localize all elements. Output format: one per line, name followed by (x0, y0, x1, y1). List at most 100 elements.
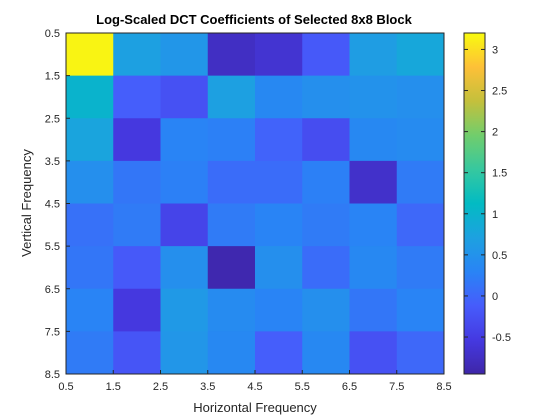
x-axis-title: Horizontal Frequency (193, 400, 317, 415)
heatmap-cell (207, 75, 256, 119)
heatmap-cell (255, 203, 303, 247)
x-tick-label: 1.5 (106, 381, 121, 393)
heatmap-cell (113, 331, 161, 375)
heatmap-cell (396, 75, 445, 119)
heatmap-cell (302, 160, 350, 204)
heatmap-cell (255, 246, 303, 290)
heatmap-cell (396, 33, 445, 77)
heatmap-cell (396, 246, 445, 290)
heatmap-cell (302, 75, 350, 119)
x-tick-label: 5.5 (295, 381, 310, 393)
x-tick-label: 0.5 (58, 381, 73, 393)
heatmap-cell (255, 288, 303, 332)
heatmap-cell (160, 118, 209, 162)
heatmap-cell (66, 203, 114, 247)
y-tick-label: 7.5 (45, 326, 60, 338)
y-tick-label: 8.5 (45, 369, 60, 381)
y-tick-label: 3.5 (45, 156, 60, 168)
y-tick-label: 6.5 (45, 284, 60, 296)
heatmap-cell (207, 288, 256, 332)
heatmap-cell (207, 203, 256, 247)
colorbar-tick-label: 0.5 (492, 250, 507, 262)
heatmap-cell (302, 331, 350, 375)
heatmap-cell (302, 288, 350, 332)
y-tick-label: 5.5 (45, 241, 60, 253)
heatmap-cell (396, 160, 445, 204)
colorbar-gradient (464, 33, 485, 374)
heatmap-cell (160, 246, 209, 290)
colorbar-tick-label: 2 (492, 127, 498, 139)
colorbar-frame (463, 32, 486, 375)
heatmap-cell (66, 118, 114, 162)
heatmap-cell (349, 246, 398, 290)
heatmap-cell (302, 246, 350, 290)
heatmap-cell (255, 331, 303, 375)
heatmap-cell (302, 203, 350, 247)
heatmap-cell (207, 33, 256, 77)
x-tick-label: 4.5 (247, 381, 262, 393)
heatmap-cell (349, 33, 398, 77)
colorbar-tick-label: 1 (492, 209, 498, 221)
heatmap-cell (396, 118, 445, 162)
heatmap-cell (396, 331, 445, 375)
y-tick-label: 1.5 (45, 71, 60, 83)
x-axis: 0.5 1.5 2.5 3.5 4.5 5.5 6.5 7.5 8.5 (58, 370, 452, 393)
heatmap-cell (349, 288, 398, 332)
heatmap-cell (255, 160, 303, 204)
heatmap-cell (160, 33, 209, 77)
heatmap-cell (255, 75, 303, 119)
heatmap-cell (160, 203, 209, 247)
heatmap-cell (113, 33, 161, 77)
colorbar: -0.5 0 0.5 1 1.5 2 2.5 3 (463, 32, 511, 375)
heatmap-cell (396, 288, 445, 332)
colorbar-tick-label: 2.5 (492, 86, 507, 98)
heatmap-cell (113, 288, 161, 332)
heatmap-cell (207, 246, 256, 290)
heatmap-cell (66, 75, 114, 119)
heatmap-cell (66, 288, 114, 332)
heatmap-cell (396, 203, 445, 247)
heatmap-cell (113, 246, 161, 290)
chart-title: Log-Scaled DCT Coefficients of Selected … (96, 12, 412, 27)
y-tick-label: 4.5 (45, 199, 60, 211)
heatmap-cell (160, 288, 209, 332)
heatmap-cell (207, 331, 256, 375)
heatmap-cell (255, 33, 303, 77)
heatmap-cells (66, 33, 445, 375)
colorbar-tick-label: 3 (492, 44, 498, 56)
heatmap-cell (113, 118, 161, 162)
x-tick-label: 8.5 (436, 381, 451, 393)
y-axis-title: Vertical Frequency (19, 149, 34, 257)
y-tick-label: 0.5 (45, 28, 60, 40)
y-tick-label: 2.5 (45, 113, 60, 125)
heatmap-cell (66, 160, 114, 204)
heatmap-cell (160, 331, 209, 375)
heatmap-cell (255, 118, 303, 162)
heatmap-cell (66, 331, 114, 375)
heatmap-cell (302, 33, 350, 77)
colorbar-tick-label: 0 (492, 291, 498, 303)
heatmap-cell (207, 118, 256, 162)
heatmap-cell (207, 160, 256, 204)
colorbar-tick-label: -0.5 (492, 332, 511, 344)
heatmap-cell (349, 331, 398, 375)
heatmap-cell (160, 160, 209, 204)
colorbar-tick-label: 1.5 (492, 168, 507, 180)
heatmap-cell (113, 203, 161, 247)
heatmap-cell (113, 75, 161, 119)
x-tick-label: 2.5 (153, 381, 168, 393)
heatmap-cell (349, 160, 398, 204)
heatmap-cell (160, 75, 209, 119)
heatmap-cell (349, 118, 398, 162)
heatmap-cell (66, 33, 114, 77)
x-tick-label: 3.5 (200, 381, 215, 393)
heatmap-cell (66, 246, 114, 290)
heatmap-cell (349, 203, 398, 247)
heatmap-cell (113, 160, 161, 204)
heatmap-cell (349, 75, 398, 119)
x-tick-label: 7.5 (389, 381, 404, 393)
x-tick-label: 6.5 (342, 381, 357, 393)
y-axis: 0.5 1.5 2.5 3.5 4.5 5.5 6.5 7.5 8.5 (45, 28, 70, 381)
heatmap-cell (302, 118, 350, 162)
